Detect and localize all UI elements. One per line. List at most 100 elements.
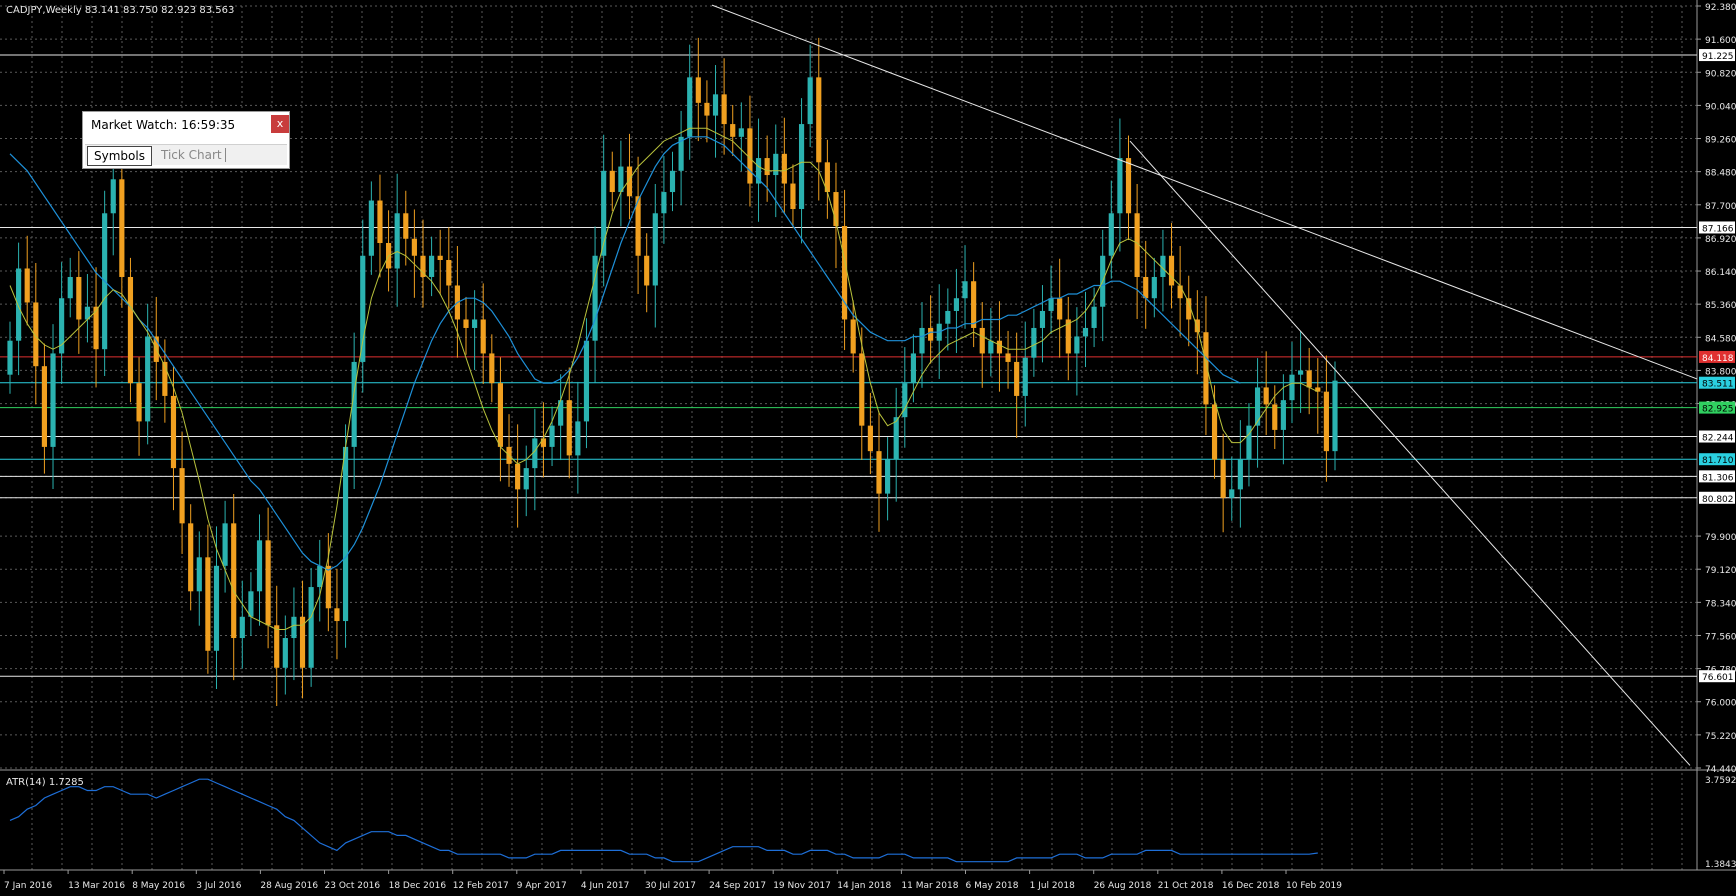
bear-candle [515,463,521,490]
bear-candle [1306,370,1312,388]
bear-candle [1203,332,1209,405]
level-price-tag [1699,221,1735,234]
bull-candle [687,77,693,137]
bull-candle [1117,158,1123,214]
candles [7,37,1338,706]
bull-candle [583,340,590,422]
bull-candle [1151,276,1157,299]
price-tick-label: 89.260 [1705,136,1736,146]
level-price-label: 91.225 [1702,52,1734,62]
level-price-label: 82.244 [1702,434,1734,444]
bear-candle [325,565,331,609]
bear-candle [437,255,443,260]
bear-candle [1186,298,1192,320]
bull-candle [16,268,22,341]
bull-candle [678,136,684,171]
bull-candle [351,361,357,447]
bull-candle [798,124,805,210]
date-label: 26 Aug 2018 [1094,881,1152,891]
date-label: 4 Jun 2017 [581,881,629,891]
moving-averages [9,127,1319,630]
market-watch-panel[interactable]: Market Watch: 16:59:35 x Symbols Tick Ch… [82,111,290,169]
bear-candle [480,319,486,354]
price-tick-label: 79.120 [1705,566,1736,576]
date-label: 24 Sep 2017 [709,881,766,891]
date-label: 9 Apr 2017 [517,881,567,891]
price-tick-label: 88.480 [1705,169,1736,179]
bear-candle [119,179,125,277]
bear-candle [179,468,185,524]
tab-tick-chart[interactable]: Tick Chart [161,148,222,162]
price-tick-label: 86.920 [1705,235,1736,245]
bear-candle [377,200,383,244]
bull-candle [1022,357,1028,396]
bear-candle [695,77,701,103]
date-label: 7 Jan 2016 [4,881,52,891]
level-price-label: 81.710 [1702,456,1734,466]
bear-candle [635,196,641,256]
bull-candle [368,200,374,256]
bear-candle [859,353,865,426]
bull-candle [773,153,779,176]
level-price-tag [1699,401,1735,414]
bull-candle [222,523,228,566]
level-price-label: 84.118 [1702,354,1734,364]
bull-candle [429,255,435,277]
bull-candle [213,565,220,651]
price-tick-label: 90.820 [1705,69,1736,79]
horizontal-levels[interactable] [0,54,1697,677]
level-price-tag [1699,376,1735,389]
bull-candle [592,255,598,341]
bull-candle [712,94,719,116]
bear-candle [824,162,830,193]
bear-candle [403,213,409,239]
tab-symbols[interactable]: Symbols [87,146,152,166]
bull-candle [282,638,288,668]
date-label: 13 Mar 2016 [68,881,125,891]
price-tick-label: 92.380 [1705,3,1736,13]
date-label: 21 Oct 2018 [1158,881,1214,891]
bull-candle [738,128,744,137]
bull-candle [50,353,56,447]
bear-candle [1263,387,1269,405]
bear-candle [33,302,39,367]
bull-candle [902,383,908,418]
bear-candle [1177,285,1183,299]
level-price-label: 81.306 [1702,473,1734,483]
bull-candle [1246,425,1252,460]
bull-candle [962,281,968,299]
bull-candle [291,616,297,639]
ma-fast-line [9,127,1319,630]
bear-candle [136,383,142,422]
bear-candle [334,608,340,622]
bear-candle [463,319,469,328]
bull-candle [601,170,607,256]
price-tick-label: 90.040 [1705,102,1736,112]
bull-candle [945,310,951,324]
price-tick-label: 91.600 [1705,36,1736,46]
level-price-tag [1699,670,1735,683]
bear-candle [1272,404,1278,430]
atr-label: ATR(14) 1.7285 [6,777,84,788]
bear-candle [781,153,787,184]
trendlines[interactable] [711,4,1698,766]
bull-candle [953,298,960,311]
price-tick-label: 84.580 [1705,334,1736,344]
bull-candle [145,336,151,422]
bull-candle [1298,370,1304,375]
close-button[interactable]: x [271,115,289,133]
date-label: 11 Mar 2018 [901,881,958,891]
date-label: 6 May 2018 [966,881,1019,891]
bull-candle [7,340,13,375]
bear-candle [411,238,417,256]
bear-candle [162,361,168,396]
date-label: 23 Oct 2016 [325,881,381,891]
price-tick-label: 78.340 [1705,599,1736,609]
market-watch-tabs: Symbols Tick Chart [85,144,287,166]
bear-candle [850,319,856,354]
bear-candle [867,425,873,452]
price-tick-label: 76.000 [1705,699,1736,709]
atr-line [9,778,1318,863]
bear-candle [626,166,633,197]
